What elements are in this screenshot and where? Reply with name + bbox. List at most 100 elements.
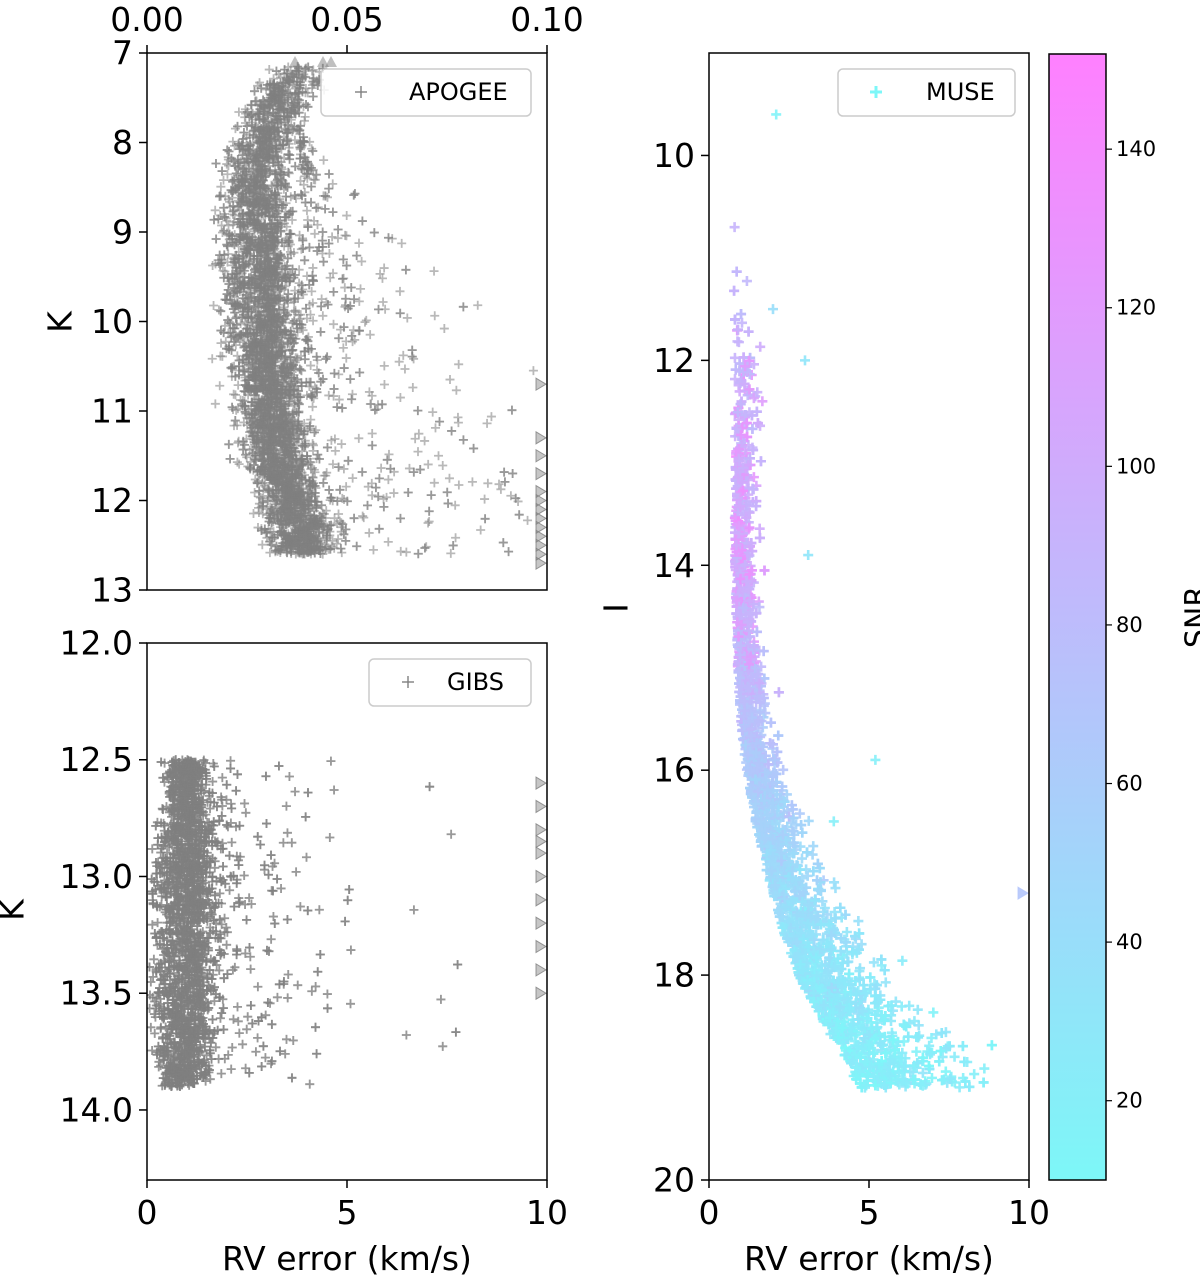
apogee-point <box>311 425 321 435</box>
apogee-point <box>247 118 257 128</box>
apogee-point <box>308 402 318 412</box>
apogee-point <box>252 478 262 488</box>
apogee-point <box>341 524 351 534</box>
apogee-point <box>271 179 281 189</box>
apogee-point <box>283 149 293 159</box>
apogee-point <box>370 405 380 415</box>
apogee-point <box>224 194 234 204</box>
apogee-point <box>317 513 327 523</box>
apogee-point <box>338 274 348 284</box>
apogee-point <box>309 427 319 437</box>
apogee-point <box>398 350 408 360</box>
apogee-point <box>309 465 319 475</box>
apogee-point <box>451 385 461 395</box>
apogee-point <box>337 439 347 449</box>
apogee-point <box>256 493 266 503</box>
apogee-point <box>297 141 307 151</box>
apogee-point <box>264 65 274 75</box>
apogee-point <box>222 159 232 169</box>
apogee-point <box>314 454 324 464</box>
apogee-point <box>332 496 342 506</box>
apogee-point <box>327 232 337 242</box>
apogee-point <box>423 459 433 469</box>
apogee-point <box>282 74 292 84</box>
apogee-point <box>377 273 387 283</box>
apogee-point <box>321 354 331 364</box>
apogee-point <box>239 283 249 293</box>
apogee-point <box>357 467 367 477</box>
apogee-point <box>228 137 238 147</box>
apogee-point <box>451 533 461 543</box>
apogee-point <box>312 503 322 513</box>
apogee-point <box>267 504 277 514</box>
apogee-point <box>231 250 241 260</box>
apogee-point <box>429 478 439 488</box>
apogee-point <box>420 543 430 553</box>
apogee-point <box>368 545 378 555</box>
apogee-point <box>415 465 425 475</box>
apogee-point <box>340 230 350 240</box>
apogee-point <box>314 368 324 378</box>
apogee-point <box>382 455 392 465</box>
apogee-point <box>395 286 405 296</box>
apogee-point <box>319 155 329 165</box>
apogee-point <box>229 421 239 431</box>
apogee-point <box>352 541 362 551</box>
apogee-point <box>430 311 440 321</box>
apogee-point <box>250 86 260 96</box>
apogee-point <box>288 345 298 355</box>
apogee-point <box>341 294 351 304</box>
apogee-point <box>246 288 256 298</box>
apogee-point <box>356 284 366 294</box>
apogee-point <box>296 189 306 199</box>
apogee-point <box>284 237 294 247</box>
apogee-point <box>219 273 229 283</box>
apogee-point <box>336 544 346 554</box>
apogee-point <box>500 477 510 487</box>
apogee-point <box>324 485 334 495</box>
apogee-point <box>265 548 275 558</box>
apogee-point <box>302 206 312 216</box>
apogee-point <box>423 518 433 528</box>
apogee-point <box>292 407 302 417</box>
apogee-point <box>410 434 420 444</box>
apogee-point <box>494 479 504 489</box>
apogee-point <box>216 182 226 192</box>
apogee-point <box>349 294 359 304</box>
apogee-point <box>339 363 349 373</box>
apogee-point <box>293 102 303 112</box>
apogee-point <box>293 94 303 104</box>
apogee-point <box>424 506 434 516</box>
apogee-point <box>316 327 326 337</box>
apogee-point <box>300 198 310 208</box>
apogee-point <box>253 433 263 443</box>
apogee-point <box>334 395 344 405</box>
apogee-point <box>334 509 344 519</box>
apogee-point <box>223 285 233 295</box>
apogee-point <box>269 444 279 454</box>
apogee-point <box>357 256 367 266</box>
apogee-point <box>295 364 305 374</box>
apogee-point <box>434 451 444 461</box>
apogee-point <box>276 249 286 259</box>
apogee-point <box>482 418 492 428</box>
apogee-point <box>287 215 297 225</box>
apogee-point <box>319 257 329 267</box>
apogee-point <box>476 525 486 535</box>
apogee-point <box>300 354 310 364</box>
apogee-point <box>330 434 340 444</box>
apogee-point <box>296 365 306 375</box>
apogee-point <box>317 500 327 510</box>
apogee-point <box>214 305 224 315</box>
apogee-point <box>450 500 460 510</box>
apogee-point <box>328 179 338 189</box>
apogee-point <box>318 227 328 237</box>
apogee-point <box>230 416 240 426</box>
apogee-point <box>439 324 449 334</box>
apogee-point <box>458 302 468 312</box>
apogee-point <box>301 515 311 525</box>
apogee-point <box>444 473 454 483</box>
apogee-point <box>467 477 477 487</box>
